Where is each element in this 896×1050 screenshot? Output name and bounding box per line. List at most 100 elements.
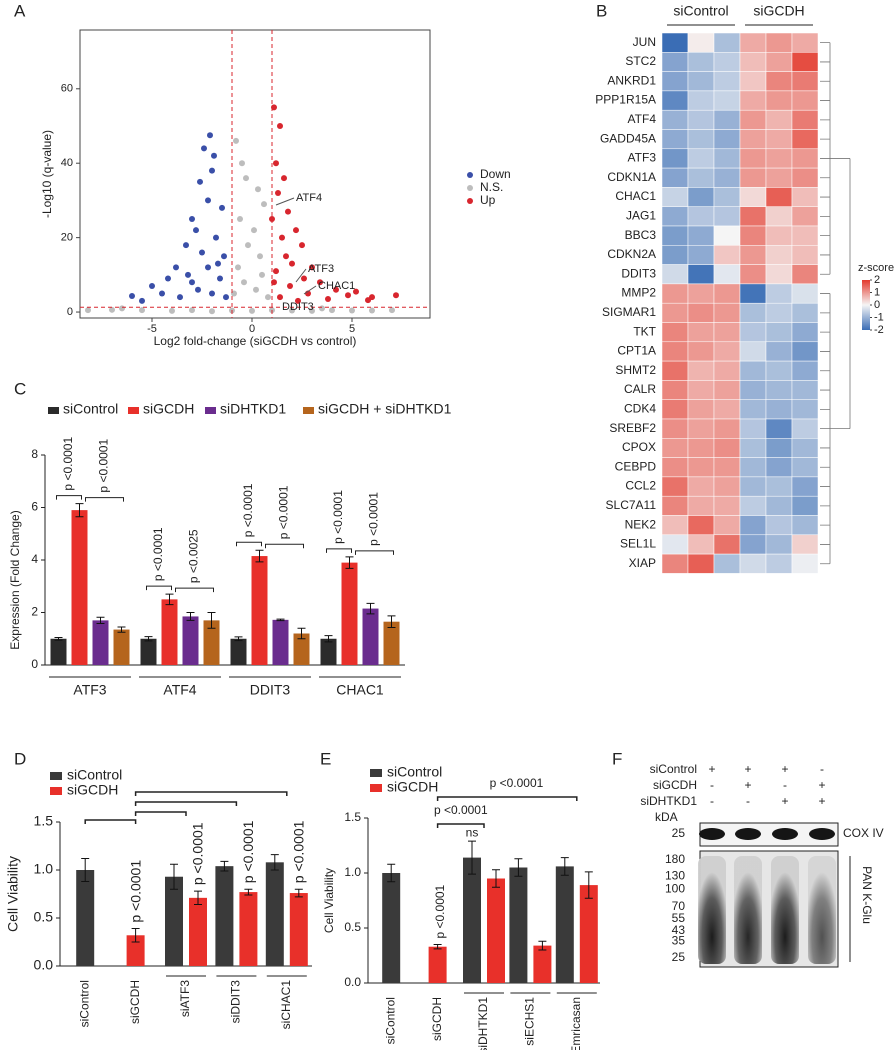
point: [275, 189, 281, 196]
y-tick-label: 40: [61, 157, 73, 169]
y-tick-label: 0: [31, 657, 38, 671]
heat-cell: [739, 206, 767, 227]
heat-cell: [765, 476, 793, 497]
heat-cell: [713, 360, 741, 381]
p-value: p <0.0025: [187, 529, 201, 583]
heat-cell: [765, 71, 793, 92]
heat-cell: [791, 225, 819, 246]
heat-cell: [739, 129, 767, 150]
x-tick-label: 5: [349, 323, 355, 335]
bar: [509, 867, 528, 983]
row-label: SLC7A11: [606, 498, 657, 512]
error-bar: [144, 636, 153, 642]
heat-cell: [739, 283, 767, 304]
heat-cell: [765, 322, 793, 343]
error-bar: [468, 840, 476, 875]
x-tick-label: Emricasan: [569, 997, 583, 1050]
x-tick-label: siGCDH: [430, 997, 444, 1041]
legend-label: siGCDH: [67, 782, 118, 798]
heat-cell: [713, 71, 741, 92]
colorbar: [862, 280, 870, 330]
x-tick-label: ATF3: [73, 682, 106, 698]
marker-label: 130: [665, 868, 685, 882]
p-value: p <0.0001: [490, 776, 544, 790]
significance-bracket: [265, 543, 304, 549]
error-bar: [131, 928, 140, 943]
legend-label: siGCDH: [143, 401, 194, 417]
point: [289, 260, 295, 267]
point: [209, 308, 215, 315]
lane-sign: +: [781, 762, 788, 776]
point: [277, 123, 283, 129]
blot-band: [699, 828, 725, 840]
heat-cell: [739, 148, 767, 169]
x-tick-label: siControl: [383, 997, 397, 1044]
heat-cell: [739, 341, 767, 362]
panel-label: F: [612, 749, 622, 768]
heat-cell: [739, 225, 767, 246]
y-tick-label: 4: [31, 552, 38, 566]
heat-cell: [791, 399, 819, 420]
heat-cell: [765, 52, 793, 72]
point: [255, 186, 261, 193]
point: [209, 290, 215, 297]
point: [299, 242, 305, 249]
point: [233, 137, 239, 144]
p-value: p <0.0001: [61, 437, 75, 491]
heat-cell: [687, 71, 715, 92]
significance-bracket: [236, 541, 262, 547]
row-label: CALR: [624, 382, 656, 396]
point: [349, 307, 355, 314]
error-bar: [492, 869, 500, 888]
heat-cell: [739, 399, 767, 420]
heat-cell: [765, 245, 793, 265]
heat-cell: [661, 187, 689, 207]
error-bar: [387, 615, 396, 628]
point: [207, 132, 213, 139]
point: [301, 275, 307, 282]
heat-cell: [765, 418, 793, 439]
point: [273, 160, 279, 167]
heat-cell: [713, 264, 741, 285]
significance-bracket: [326, 548, 352, 553]
point: [333, 286, 339, 293]
heat-cell: [687, 418, 715, 439]
heat-cell: [791, 206, 819, 227]
heat-cell: [791, 418, 819, 439]
p-value: p <0.0001: [241, 483, 255, 537]
p-value: p <0.0001: [331, 490, 345, 544]
p-value: p <0.0001: [434, 803, 488, 817]
point: [149, 283, 155, 289]
heat-cell: [687, 438, 715, 458]
condition-label: siControl: [650, 762, 697, 776]
heat-cell: [765, 534, 793, 555]
error-bar: [366, 602, 375, 615]
blot-smear: [771, 856, 799, 964]
point: [353, 288, 359, 295]
error-bar: [81, 857, 90, 883]
error-bar: [255, 549, 264, 563]
lane-sign: +: [781, 794, 788, 808]
x-tick-label: -5: [147, 323, 157, 335]
heat-cell: [687, 32, 715, 53]
heat-cell: [661, 380, 689, 400]
y-axis-label: Expression (Fold Change): [8, 510, 22, 649]
bar: [161, 599, 178, 665]
heat-cell: [791, 167, 819, 188]
point: [199, 249, 205, 256]
significance-bracket: [146, 585, 172, 591]
heat-cell: [713, 322, 741, 343]
error-bar: [186, 612, 195, 621]
blot-label: COX IV: [843, 826, 884, 840]
error-bar: [538, 940, 547, 951]
heat-cell: [687, 476, 715, 497]
error-bar: [165, 593, 174, 606]
point: [389, 307, 395, 314]
heat-cell: [791, 553, 819, 574]
row-label: PPP1R15A: [595, 93, 656, 107]
point: [197, 178, 203, 185]
row-label: ANKRD1: [607, 73, 656, 87]
x-tick-label: ATF4: [163, 682, 196, 698]
heat-cell: [765, 264, 793, 285]
